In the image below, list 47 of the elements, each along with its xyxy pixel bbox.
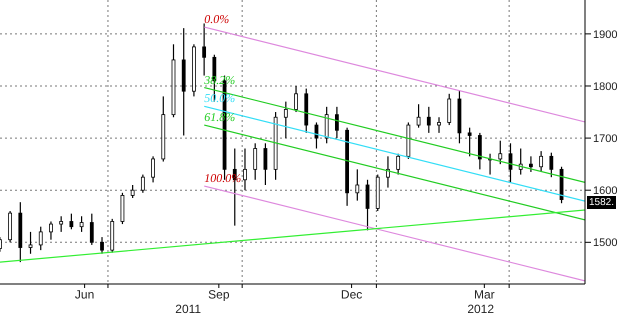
candlestick: [508, 142, 512, 183]
candlestick: [28, 231, 32, 254]
candlestick: [437, 116, 441, 134]
candlestick: [529, 156, 533, 173]
candlestick: [49, 220, 53, 240]
y-tick-label: 1800: [593, 80, 618, 93]
candlestick: [396, 153, 400, 176]
candlestick: [130, 184, 135, 199]
candlestick: [355, 168, 360, 202]
series-label: 0.0%: [204, 12, 230, 26]
candlestick: [151, 156, 155, 183]
y-tick-label: 1500: [593, 237, 618, 250]
candlestick: [366, 179, 370, 231]
y-tick-label: 1600: [593, 185, 618, 198]
candlestick: [284, 101, 288, 139]
text: 2012: [467, 302, 494, 316]
candlestick: [69, 213, 74, 230]
candlestick: [294, 85, 298, 113]
candlestick: [468, 127, 472, 157]
x-tick-label: Dec: [340, 288, 362, 302]
candlestick: [202, 22, 206, 76]
text: 1582.: [587, 196, 616, 209]
candlestick: [80, 216, 84, 232]
candlestick: [478, 132, 482, 170]
candlestick: [426, 106, 431, 134]
candlestick: [314, 122, 318, 150]
x-tick-label: Jun: [74, 288, 94, 302]
candlestick: [416, 104, 420, 128]
candlestick: [253, 142, 258, 180]
candlestick: [539, 150, 544, 173]
text: 2011: [175, 302, 202, 316]
candlestick: [498, 140, 502, 165]
candlestick: [100, 236, 104, 254]
candlestick: [59, 216, 64, 232]
candlestick: [386, 156, 390, 188]
x-tick-label: Sep: [208, 288, 230, 302]
candlestick: [447, 93, 452, 126]
candlestick: [549, 152, 554, 178]
candlestick: [334, 106, 339, 139]
y-tick-label: 1900: [593, 28, 618, 41]
candlestick: [38, 226, 43, 251]
candlestick: [264, 142, 268, 186]
y-tick-label: 1700: [593, 132, 618, 145]
candlestick: [90, 213, 94, 246]
candlestick: [243, 148, 247, 191]
candlestick: [140, 174, 145, 194]
x-tick-label: Mar: [474, 288, 495, 302]
